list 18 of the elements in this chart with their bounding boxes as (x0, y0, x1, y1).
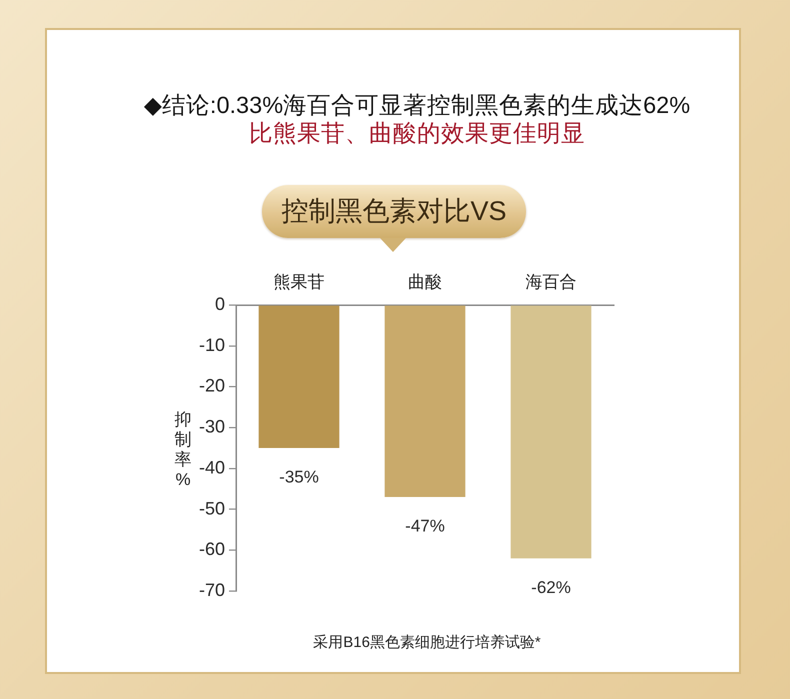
data-label: -35% (279, 468, 319, 487)
y-tick-label: -50 (198, 498, 225, 518)
x-tick-label: 海百合 (526, 272, 576, 292)
y-tick-label: -40 (198, 457, 225, 478)
chart-subtitle: 比熊果苷、曲酸的效果更佳明显 (248, 119, 586, 148)
x-tick-label: 曲酸 (408, 272, 442, 292)
y-axis-title: 抑制率% (174, 410, 192, 490)
y-tick-label: -30 (198, 416, 225, 437)
x-tick-label: 熊果苷 (274, 272, 324, 292)
text: 采用B16黑色素细胞进行培养试验* (312, 633, 542, 652)
chart-title: ◆结论:0.33%海百合可显著控制黑色素的生成达62% (142, 91, 692, 120)
data-label: -47% (405, 516, 445, 536)
y-tick-label: -20 (198, 376, 225, 396)
y-tick-label: -60 (198, 539, 225, 560)
data-label: -62% (531, 578, 571, 597)
y-tick-label: 0 (214, 294, 225, 314)
y-tick-label: -10 (198, 334, 225, 355)
y-tick-label: -70 (198, 580, 225, 600)
